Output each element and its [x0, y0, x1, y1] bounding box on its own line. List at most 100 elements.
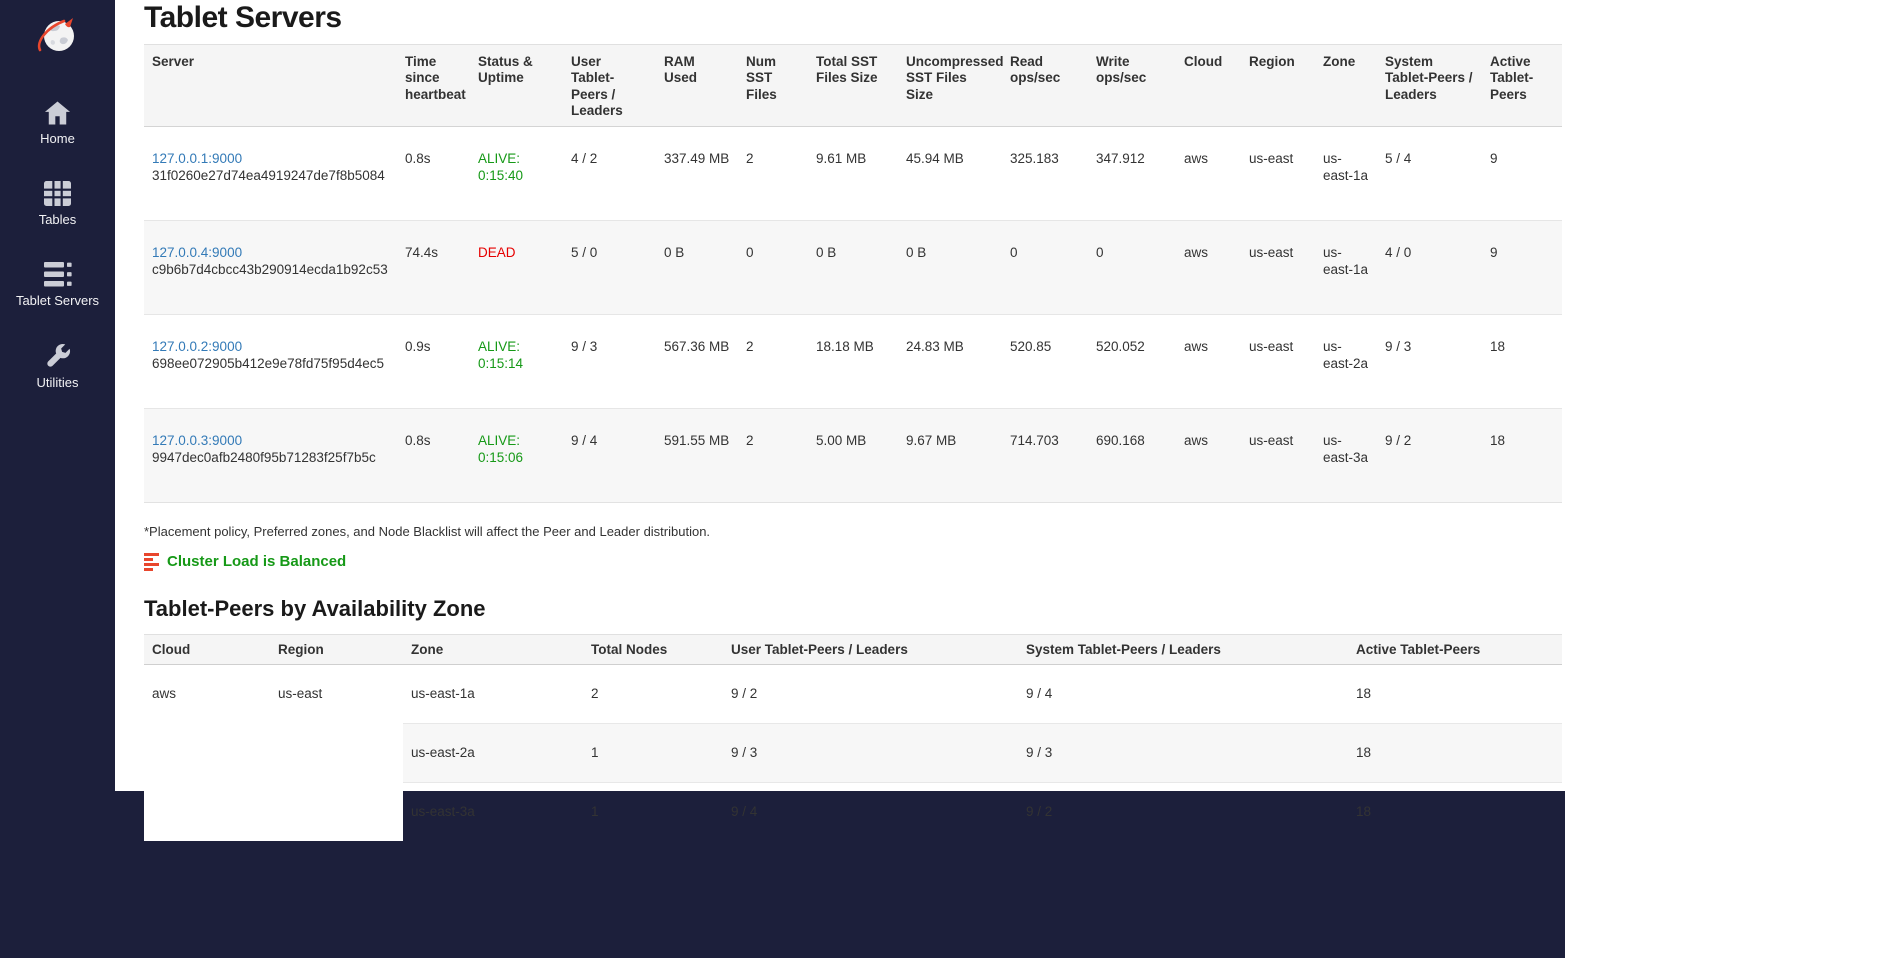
server-link[interactable]: 127.0.0.1:9000	[152, 150, 243, 166]
heartbeat-cell: 0.9s	[397, 313, 470, 409]
yugabyte-logo[interactable]	[34, 12, 82, 65]
ram-cell: 591.55 MB	[656, 407, 738, 503]
column-header-server: Server	[144, 44, 397, 127]
cloud-cell: aws	[1176, 313, 1241, 409]
active-peers-cell: 18	[1348, 663, 1562, 724]
column-header-cloud: Cloud	[1176, 44, 1241, 127]
column-header-system-peers: System Tablet-Peers / Leaders	[1018, 633, 1348, 665]
server-uuid: 698ee072905b412e9e78fd75f95d4ec5	[152, 355, 384, 371]
total-sst-cell: 18.18 MB	[808, 313, 898, 409]
status-text: ALIVE:	[478, 432, 521, 448]
server-uuid: c9b6b7d4cbcc43b290914ecda1b92c53	[152, 261, 388, 277]
zone-cell: us-east-3a	[403, 781, 583, 841]
sidebar-item-utilities[interactable]: Utilities	[36, 343, 79, 391]
zone-cell: us-east-1a	[1315, 125, 1377, 221]
status-cell: ALIVE: 0:15:14	[470, 313, 563, 409]
app-container: Home Tables	[0, 0, 1565, 958]
user-peers-cell: 9 / 2	[723, 663, 1018, 724]
utilities-icon	[46, 343, 70, 367]
tablet-servers-icon	[43, 261, 72, 287]
az-section-title: Tablet-Peers by Availability Zone	[144, 595, 486, 621]
server-link[interactable]: 127.0.0.3:9000	[152, 432, 243, 448]
num-sst-cell: 2	[738, 125, 808, 221]
server-cell: 127.0.0.1:9000 31f0260e27d74ea4919247de7…	[144, 125, 397, 221]
uncompressed-sst-cell: 45.94 MB	[898, 125, 1002, 221]
table-row: us-east-3a 1 9 / 4 9 / 2 18	[144, 781, 1562, 841]
system-peers-cell: 9 / 3	[1377, 313, 1482, 409]
sidebar-item-home[interactable]: Home	[40, 101, 75, 147]
read-ops-cell: 520.85	[1002, 313, 1088, 409]
write-ops-cell: 520.052	[1088, 313, 1176, 409]
server-uuid: 31f0260e27d74ea4919247de7f8b5084	[152, 167, 385, 183]
column-header-total-sst: Total SST Files Size	[808, 44, 898, 127]
system-peers-cell: 9 / 2	[1018, 781, 1348, 841]
zone-cell: us-east-1a	[403, 663, 583, 724]
cluster-load-status: Cluster Load is Balanced	[144, 552, 1565, 571]
column-header-num-sst: Num SST Files	[738, 44, 808, 127]
num-sst-cell: 2	[738, 407, 808, 503]
active-peers-cell: 18	[1482, 313, 1562, 409]
sidebar-item-tables[interactable]: Tables	[38, 180, 77, 228]
status-text: ALIVE:	[478, 338, 521, 354]
az-header-row: Cloud Region Zone Total Nodes User Table…	[144, 633, 1562, 665]
region-cell: us-east	[1241, 219, 1315, 315]
sidebar-item-label: Utilities	[36, 374, 79, 390]
tables-icon	[43, 180, 71, 206]
logo-globe-rocket-icon	[37, 18, 74, 52]
write-ops-cell: 347.912	[1088, 125, 1176, 221]
uncompressed-sst-cell: 0 B	[898, 219, 1002, 315]
table-row: 127.0.0.4:9000 c9b6b7d4cbcc43b290914ecda…	[144, 219, 1562, 315]
column-header-region: Region	[270, 633, 403, 665]
user-peers-cell: 4 / 2	[563, 125, 656, 221]
zone-cell: us-east-2a	[403, 722, 583, 783]
main-content: Tablet Servers Server Time since heartbe…	[115, 0, 1565, 841]
column-header-active-peers: Active Tablet-Peers	[1348, 633, 1562, 665]
user-peers-cell: 9 / 4	[723, 781, 1018, 841]
zone-cell: us-east-2a	[1315, 313, 1377, 409]
column-header-active-peers: Active Tablet-Peers	[1482, 44, 1562, 127]
column-header-zone: Zone	[1315, 44, 1377, 127]
table-row: 127.0.0.2:9000 698ee072905b412e9e78fd75f…	[144, 313, 1562, 409]
write-ops-cell: 690.168	[1088, 407, 1176, 503]
column-header-heartbeat: Time since heartbeat	[397, 44, 470, 127]
sidebar-item-label: Tables	[38, 211, 77, 227]
column-header-ram: RAM Used	[656, 44, 738, 127]
sidebar-item-label: Tablet Servers	[15, 292, 100, 308]
ram-cell: 567.36 MB	[656, 313, 738, 409]
region-cell: us-east	[1241, 313, 1315, 409]
balance-icon	[144, 552, 159, 571]
active-peers-cell: 9	[1482, 219, 1562, 315]
read-ops-cell: 714.703	[1002, 407, 1088, 503]
ram-cell: 0 B	[656, 219, 738, 315]
column-header-user-peers: User Tablet-Peers / Leaders	[723, 633, 1018, 665]
servers-header-row: Server Time since heartbeat Status & Upt…	[144, 44, 1562, 127]
sidebar-item-label: Home	[40, 131, 75, 146]
cloud-cell: aws	[1176, 219, 1241, 315]
system-peers-cell: 9 / 4	[1018, 663, 1348, 724]
sidebar-item-tablet-servers[interactable]: Tablet Servers	[15, 261, 100, 309]
num-sst-cell: 0	[738, 219, 808, 315]
uncompressed-sst-cell: 24.83 MB	[898, 313, 1002, 409]
heartbeat-cell: 0.8s	[397, 407, 470, 503]
az-peers-table: Cloud Region Zone Total Nodes User Table…	[144, 633, 1562, 841]
status-text: DEAD	[478, 244, 516, 260]
column-header-user-peers: User Tablet-Peers / Leaders	[563, 44, 656, 127]
total-sst-cell: 5.00 MB	[808, 407, 898, 503]
total-sst-cell: 9.61 MB	[808, 125, 898, 221]
user-peers-cell: 9 / 3	[563, 313, 656, 409]
server-cell: 127.0.0.2:9000 698ee072905b412e9e78fd75f…	[144, 313, 397, 409]
read-ops-cell: 325.183	[1002, 125, 1088, 221]
status-cell: DEAD	[470, 219, 563, 315]
zone-cell: us-east-1a	[1315, 219, 1377, 315]
system-peers-cell: 9 / 2	[1377, 407, 1482, 503]
active-peers-cell: 18	[1348, 722, 1562, 783]
column-header-region: Region	[1241, 44, 1315, 127]
ram-cell: 337.49 MB	[656, 125, 738, 221]
table-row: us-east-2a 1 9 / 3 9 / 3 18	[144, 722, 1562, 783]
server-link[interactable]: 127.0.0.4:9000	[152, 244, 243, 260]
server-link[interactable]: 127.0.0.2:9000	[152, 338, 243, 354]
server-cell: 127.0.0.3:9000 9947dec0afb2480f95b71283f…	[144, 407, 397, 503]
column-header-total-nodes: Total Nodes	[583, 633, 723, 665]
table-row: aws us-east us-east-1a 2 9 / 2 9 / 4 18	[144, 663, 1562, 841]
column-header-write-ops: Write ops/sec	[1088, 44, 1176, 127]
